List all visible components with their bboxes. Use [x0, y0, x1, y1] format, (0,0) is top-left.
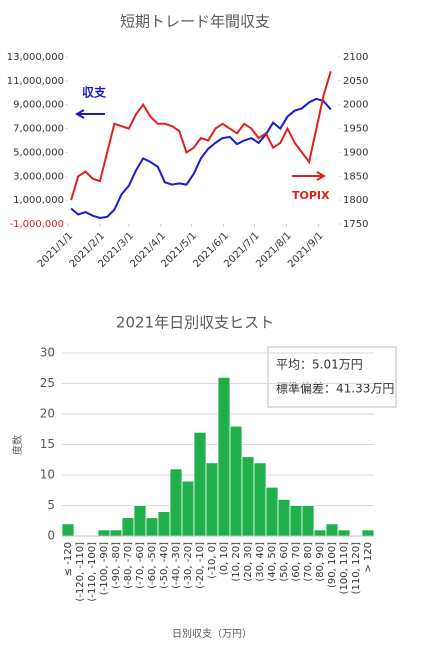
y2-tick-label: 2100	[343, 52, 368, 63]
bar	[169, 468, 183, 537]
x-axis-label: 日別収支（万円）	[172, 628, 252, 640]
x-tick-label: (-80, -70]	[123, 542, 134, 589]
bar	[325, 523, 339, 537]
bar	[121, 517, 135, 537]
x-tick-label: (-90, -80]	[111, 542, 122, 589]
y2-tick-label: 1750	[343, 219, 368, 230]
bar	[253, 462, 267, 537]
y2-tick-label: 1850	[343, 171, 368, 182]
x-tick-label: > 120	[363, 542, 374, 573]
x-tick-label: (-50, -40]	[159, 542, 170, 589]
bar	[313, 529, 327, 537]
legend-arrow	[292, 171, 327, 181]
bar	[289, 505, 303, 537]
x-tick-label: 2021/9/1	[286, 230, 326, 270]
y2-tick-label: 1800	[343, 195, 368, 206]
y-tick-label: 9,000,000	[13, 100, 64, 111]
x-tick-label: (30, 40]	[255, 542, 266, 582]
bar	[97, 529, 111, 537]
x-tick-label: (40, 50]	[267, 542, 278, 582]
x-tick-label: (90, 100]	[327, 542, 338, 588]
bar	[241, 456, 255, 537]
y-tick-label: 10	[40, 468, 55, 482]
x-tick-label: (60, 70]	[291, 542, 302, 582]
y-tick-label: 11,000,000	[7, 76, 64, 87]
y-tick-label: 1,000,000	[13, 195, 64, 206]
x-tick-label: (20, 30]	[243, 542, 254, 582]
bar	[217, 376, 231, 537]
x-tick-label: (-70, -60]	[135, 542, 146, 589]
y-tick-label: 30	[40, 346, 55, 360]
line-series	[70, 97, 332, 220]
stats-box	[267, 346, 397, 408]
y-tick-label: 3,000,000	[13, 171, 64, 182]
bar	[265, 486, 279, 537]
x-tick-label: (-120, -110]	[75, 542, 86, 602]
chart-title: 2021年日別収支ヒスト	[116, 314, 274, 332]
bar	[301, 505, 315, 537]
y2-tick-label: 2000	[343, 100, 368, 111]
x-tick-label: (-100, -90]	[99, 542, 110, 595]
bar	[181, 480, 195, 537]
x-tick-label: (0, 10]	[219, 542, 230, 575]
y2-tick-label: 2050	[343, 76, 368, 87]
x-tick-label: (10, 20]	[231, 542, 242, 582]
x-tick-label: (-110, -100]	[87, 542, 98, 602]
y-tick-label: -1,000,000	[9, 219, 64, 230]
x-tick-label: (-30, -20]	[183, 542, 194, 589]
x-tick-label: (-20, -10]	[195, 542, 206, 589]
x-tick-label: (-40, -30]	[171, 542, 182, 589]
bar	[109, 529, 123, 537]
x-tick-label: (-10, 0]	[207, 542, 218, 579]
x-tick-label: ≤ -120	[63, 542, 74, 576]
line-series	[70, 71, 332, 201]
x-tick-label: (50, 60]	[279, 542, 290, 582]
bar	[277, 498, 291, 537]
stats-text: 平均：5.01万円	[276, 358, 363, 372]
y2-tick-label: 1900	[343, 147, 368, 158]
bar	[193, 431, 207, 537]
y-axis-label: 度数	[11, 435, 24, 455]
y-tick-label: 5,000,000	[13, 147, 64, 158]
bar	[337, 529, 351, 537]
y-tick-label: 15	[40, 437, 55, 451]
y-tick-label: 20	[40, 407, 55, 421]
bar	[133, 505, 147, 537]
bar	[145, 517, 159, 537]
bar	[61, 523, 75, 537]
x-tick-label: (110, 120]	[351, 542, 362, 594]
bar	[361, 529, 375, 537]
chart-title: 短期トレード年間収支	[120, 13, 270, 31]
y2-tick-label: 1950	[343, 124, 368, 135]
legend-label: TOPIX	[292, 189, 330, 202]
x-tick-label: (100, 110]	[339, 542, 350, 594]
y-tick-label: 25	[40, 376, 55, 390]
x-tick-label: (80, 90]	[315, 542, 326, 582]
y-tick-label: 0	[47, 529, 55, 543]
x-tick-label: (-60, -50]	[147, 542, 158, 589]
bar	[229, 425, 243, 537]
stats-text: 標準偏差：41.33万円	[276, 381, 394, 396]
x-tick-label: (70, 80]	[303, 542, 314, 582]
y-tick-label: 13,000,000	[7, 52, 64, 63]
legend-arrow	[74, 109, 105, 119]
bar	[157, 511, 171, 537]
legend-label: 収支	[82, 85, 107, 100]
bar	[205, 462, 219, 537]
y-tick-label: 7,000,000	[13, 124, 64, 135]
y-tick-label: 5	[47, 498, 55, 512]
